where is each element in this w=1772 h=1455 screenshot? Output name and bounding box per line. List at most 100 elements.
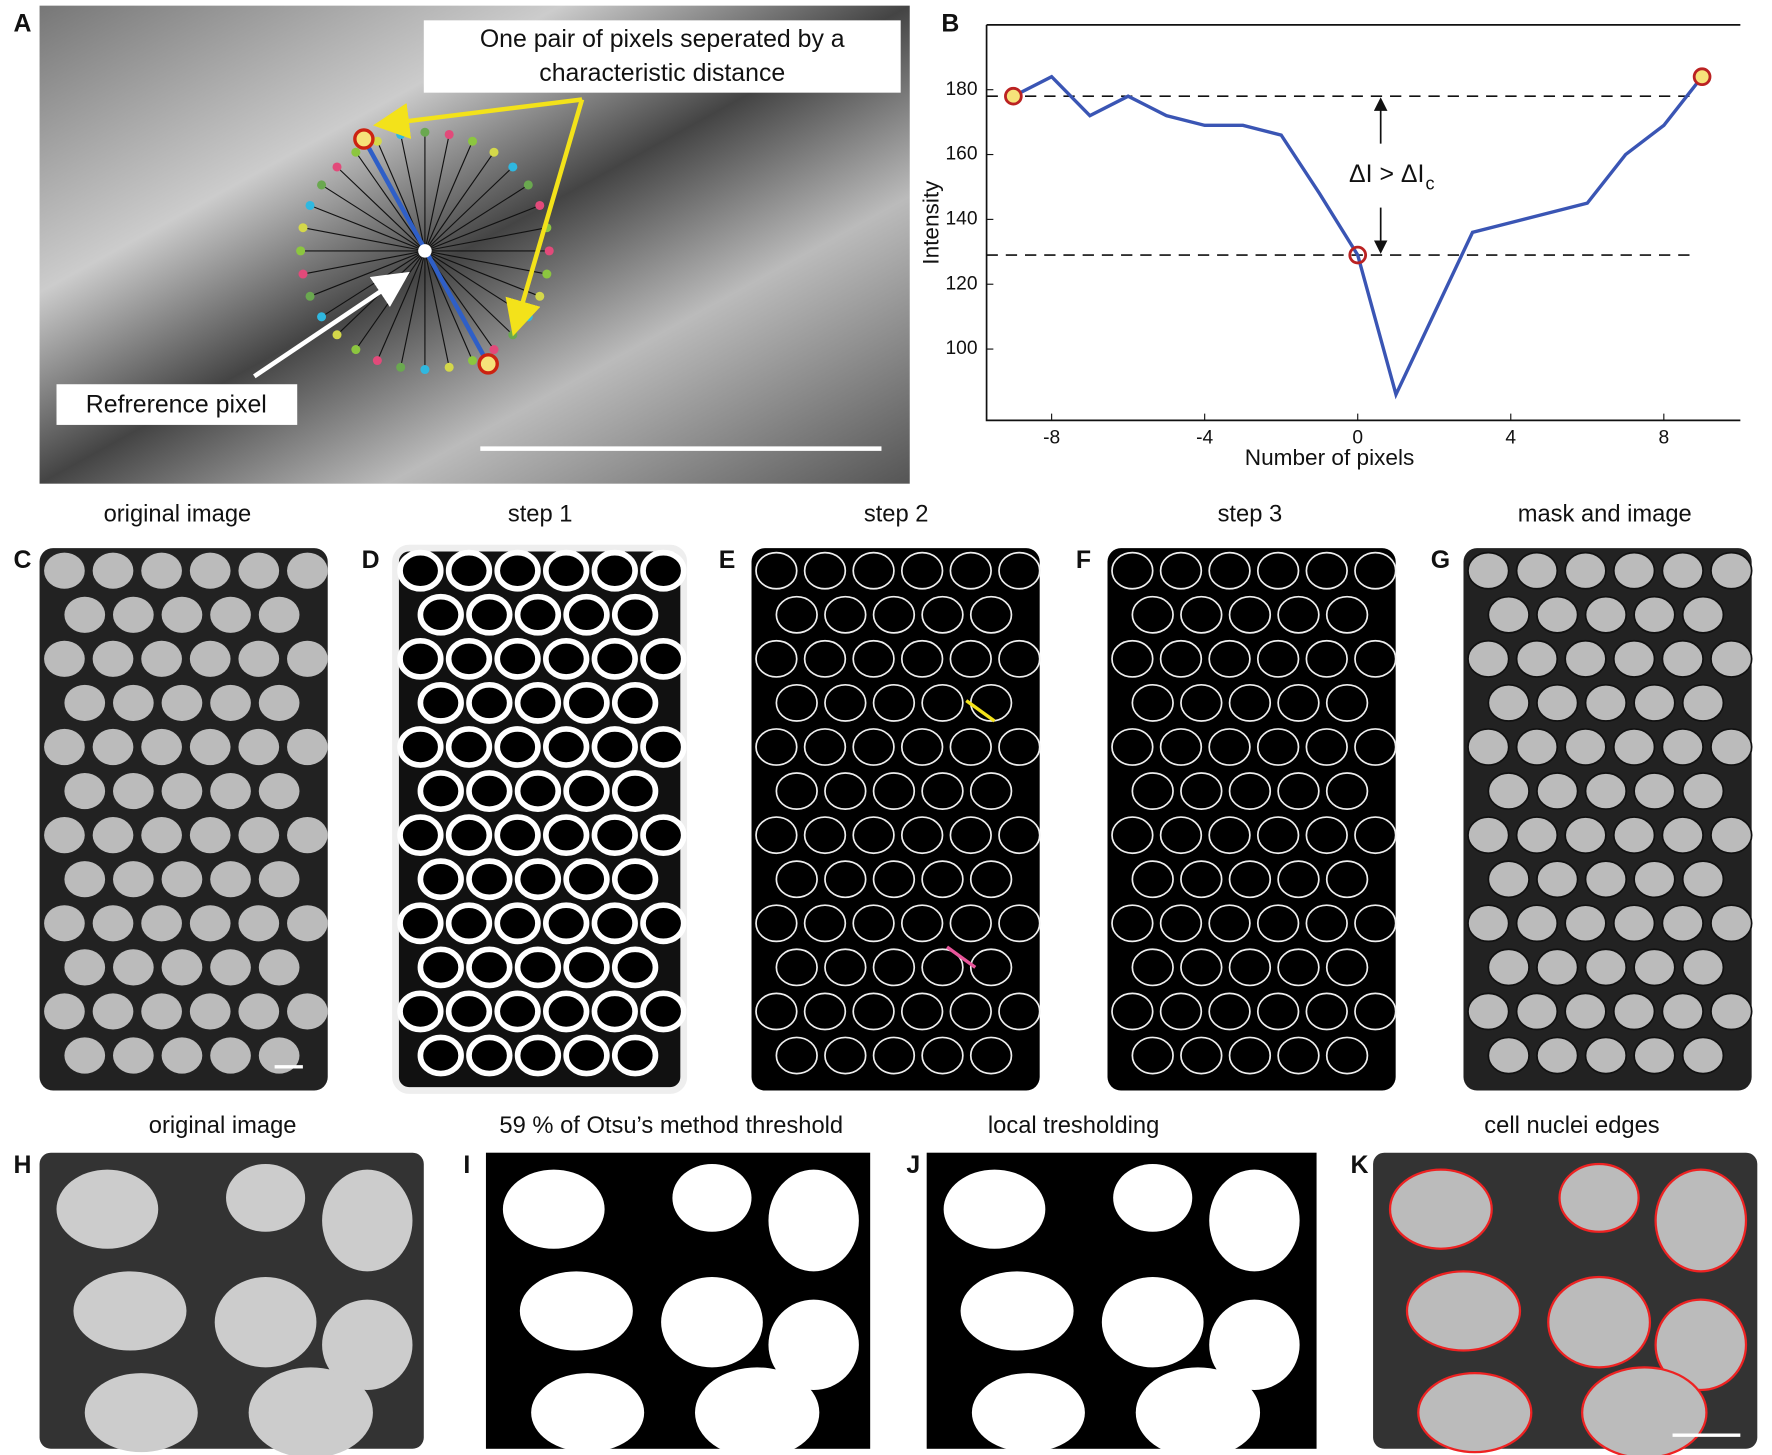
radial-line <box>424 250 547 275</box>
cell <box>1256 728 1300 766</box>
cell <box>969 772 1013 810</box>
cell <box>258 861 300 898</box>
cell <box>969 1036 1013 1075</box>
cell <box>1325 683 1369 722</box>
cell <box>1536 595 1579 634</box>
cell <box>1612 639 1656 678</box>
cell <box>494 637 541 680</box>
cell <box>1515 904 1559 943</box>
cell <box>258 684 300 722</box>
cell <box>466 946 513 989</box>
panel-label: E <box>719 546 736 574</box>
cell <box>1467 639 1510 678</box>
cell <box>755 639 798 678</box>
cell <box>1305 728 1348 766</box>
y-tick-label: 160 <box>945 144 977 165</box>
cell <box>397 549 444 592</box>
pixel-dot <box>372 136 382 146</box>
pixel-dot <box>544 246 554 256</box>
pixel-dot <box>396 362 406 372</box>
cell <box>1661 551 1704 590</box>
cell <box>287 993 328 1030</box>
data-line <box>1012 74 1704 400</box>
cell <box>563 682 610 724</box>
cell <box>1208 992 1251 1031</box>
cell <box>921 595 964 634</box>
cell <box>803 639 847 678</box>
radial-line <box>424 250 540 297</box>
cell <box>1487 772 1530 810</box>
x-tick-label: -4 <box>1196 428 1213 449</box>
cell <box>640 902 687 945</box>
cell <box>1325 1036 1369 1075</box>
cell <box>238 993 280 1030</box>
cell <box>591 902 638 945</box>
cell <box>1467 904 1510 943</box>
cell <box>900 816 944 855</box>
cell <box>1710 992 1753 1031</box>
y-tick-label: 180 <box>945 79 977 100</box>
caption: original image <box>149 1113 297 1139</box>
cell <box>949 639 992 678</box>
pixel-dot <box>535 200 545 210</box>
cell <box>1208 639 1251 678</box>
nucleus <box>248 1367 373 1455</box>
cell <box>852 992 895 1031</box>
cell <box>189 905 231 942</box>
cell <box>1633 948 1676 987</box>
cell <box>1256 992 1300 1031</box>
radial-line <box>424 166 514 252</box>
radial-line <box>302 250 426 275</box>
cell <box>1710 551 1753 590</box>
cell <box>92 640 134 677</box>
cell <box>921 948 964 987</box>
cell <box>210 684 251 722</box>
pixel-dot <box>467 355 478 366</box>
nucleus <box>1135 1367 1261 1455</box>
cell <box>1277 772 1320 810</box>
cell <box>563 1034 610 1077</box>
cell <box>141 640 182 677</box>
cell <box>1633 1036 1676 1075</box>
nucleus <box>226 1164 306 1232</box>
cell <box>1681 860 1725 899</box>
reference-pixel <box>418 244 432 258</box>
pixel-dot <box>332 330 342 340</box>
caption: mask and image <box>1518 502 1692 528</box>
pixel-dot <box>535 291 545 301</box>
pixel-dot <box>317 180 327 190</box>
cell <box>1564 992 1607 1031</box>
cell <box>1612 728 1656 766</box>
pixel-dot <box>305 291 315 301</box>
nuclei <box>56 1162 1748 1455</box>
cell <box>852 639 895 678</box>
nucleus <box>1654 1298 1748 1392</box>
cell <box>1710 728 1753 766</box>
pixel-dot <box>372 355 382 366</box>
cell <box>1681 772 1725 810</box>
cell <box>1354 904 1397 943</box>
cell <box>1710 639 1753 678</box>
cell <box>1256 639 1300 678</box>
cell <box>1305 551 1348 590</box>
cell <box>397 990 444 1033</box>
radial-line <box>424 184 529 252</box>
cell <box>1467 992 1510 1031</box>
cell <box>563 770 610 812</box>
cell <box>1131 683 1174 722</box>
pixel <box>353 128 375 150</box>
cell <box>1633 860 1676 899</box>
cell <box>921 772 964 810</box>
cell <box>1131 948 1174 987</box>
cell <box>445 902 493 945</box>
cell <box>397 902 444 945</box>
cell <box>287 552 328 589</box>
cell <box>1633 683 1676 722</box>
cell <box>1584 948 1628 987</box>
cell <box>287 817 328 854</box>
cell <box>64 861 106 898</box>
cell <box>1536 860 1579 899</box>
cell <box>775 683 818 722</box>
cell <box>1564 551 1607 590</box>
nucleus <box>519 1271 633 1351</box>
